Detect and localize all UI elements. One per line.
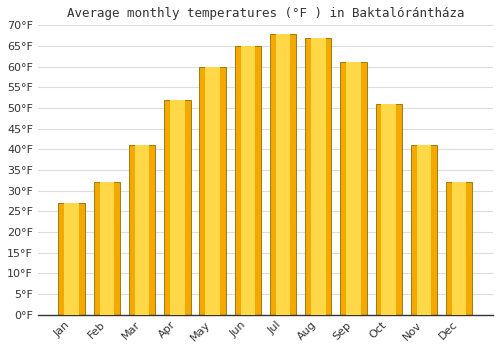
Bar [240,46,255,315]
Bar [382,104,396,315]
Bar [410,145,437,315]
Bar [200,66,226,315]
Bar [346,63,361,315]
Bar [129,145,156,315]
Bar [164,100,190,315]
Bar [206,66,220,315]
Bar [305,38,332,315]
Bar [135,145,150,315]
Bar [64,203,79,315]
Bar [234,46,261,315]
Bar [416,145,431,315]
Bar [311,38,326,315]
Title: Average monthly temperatures (°F ) in Baktalórántháza: Average monthly temperatures (°F ) in Ba… [66,7,464,20]
Bar [58,203,85,315]
Bar [270,34,296,315]
Bar [170,100,184,315]
Bar [446,182,472,315]
Bar [452,182,466,315]
Bar [340,63,366,315]
Bar [376,104,402,315]
Bar [276,34,290,315]
Bar [100,182,114,315]
Bar [94,182,120,315]
